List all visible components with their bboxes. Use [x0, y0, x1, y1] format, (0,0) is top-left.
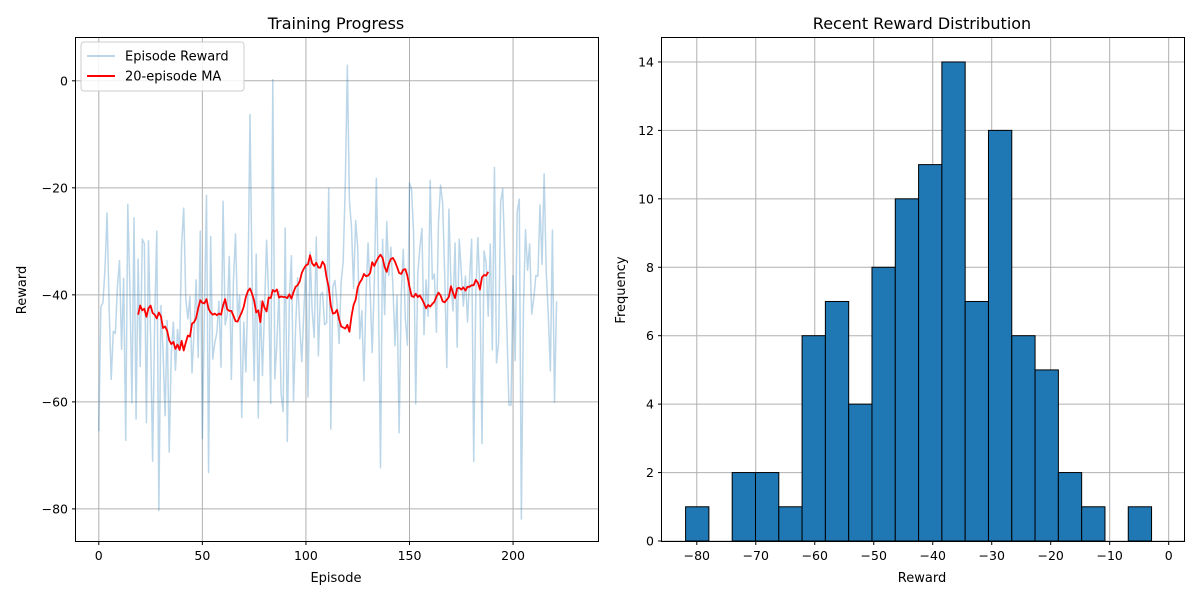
histogram-bar: [918, 164, 943, 542]
histogram-bar: [1127, 506, 1153, 542]
legend-box: [80, 41, 245, 92]
x-tick-label: −10: [1096, 548, 1122, 563]
x-axis-label: Episode: [310, 571, 361, 586]
legend-label-moving-average: 20-episode MA: [125, 70, 221, 85]
y-tick-label: 0: [646, 534, 654, 549]
histogram-bar: [1034, 369, 1059, 542]
x-tick-label: −70: [743, 548, 769, 563]
histogram-bar: [871, 266, 896, 542]
histogram-bar: [731, 472, 756, 542]
chart-title: Training Progress: [267, 14, 405, 33]
series-line-moving-average: [137, 253, 489, 352]
histogram-bar: [964, 300, 989, 542]
x-tick-label: 0: [1165, 548, 1173, 563]
plot-area: [685, 61, 1153, 542]
histogram-bar: [778, 506, 803, 542]
x-axis-label: Reward: [898, 571, 946, 586]
y-tick-label: −40: [42, 287, 68, 302]
y-tick-label: 4: [646, 397, 654, 412]
legend-label-episode-reward: Episode Reward: [125, 50, 229, 65]
y-tick-label: 2: [646, 465, 654, 480]
x-tick-label: 50: [194, 548, 210, 563]
x-tick-label: 150: [398, 548, 422, 563]
histogram-bar: [987, 129, 1013, 542]
y-tick-label: 6: [646, 328, 654, 343]
plot-area: [98, 64, 558, 520]
y-tick-label: −60: [42, 394, 68, 409]
axes-frame: [661, 37, 1185, 542]
y-axis-label: Reward: [15, 266, 30, 314]
x-tick-label: 200: [501, 548, 525, 563]
x-tick-label: −80: [684, 548, 710, 563]
histogram-bar: [1011, 335, 1036, 542]
x-tick-label: 100: [294, 548, 318, 563]
y-tick-label: 8: [646, 260, 654, 275]
histogram-bar: [754, 472, 780, 542]
x-tick-label: −60: [802, 548, 828, 563]
histogram-bar: [1081, 506, 1106, 542]
histogram-bar: [685, 506, 710, 542]
y-tick-label: −20: [42, 180, 68, 195]
series-line-episode-reward: [98, 64, 558, 520]
training-progress-chart: Training Progress 0 50 100 150 200 −80 −60 −40 −…: [15, 14, 599, 586]
histogram-bar: [801, 335, 826, 542]
y-tick-label: 0: [60, 73, 68, 88]
y-tick-label: −80: [42, 501, 68, 516]
y-tick-label: 10: [638, 191, 654, 206]
reward-distribution-chart: Recent Reward Distribution −80 −70 −60 −50 −…: [614, 14, 1185, 586]
y-axis-label: Frequency: [614, 256, 629, 323]
chart-title: Recent Reward Distribution: [813, 14, 1031, 33]
x-tick-label: −30: [979, 548, 1005, 563]
histogram-bar: [941, 61, 966, 542]
axes-frame: [75, 37, 599, 542]
x-tick-label: −20: [1038, 548, 1064, 563]
y-tick-label: 12: [638, 123, 654, 138]
y-tick-label: 14: [638, 54, 654, 69]
histogram-bar: [1057, 472, 1083, 542]
legend: Episode Reward 20-episode MA: [80, 41, 245, 92]
x-tick-label: −40: [920, 548, 946, 563]
histogram-bar: [848, 403, 873, 542]
histogram-bar: [824, 300, 850, 542]
x-tick-label: −50: [861, 548, 887, 563]
x-tick-label: 0: [95, 548, 103, 563]
histogram-bar: [894, 198, 920, 542]
